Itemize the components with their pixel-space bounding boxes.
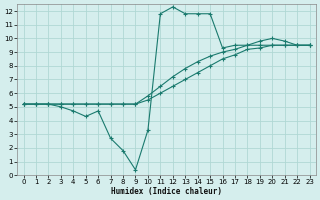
X-axis label: Humidex (Indice chaleur): Humidex (Indice chaleur) (111, 187, 222, 196)
